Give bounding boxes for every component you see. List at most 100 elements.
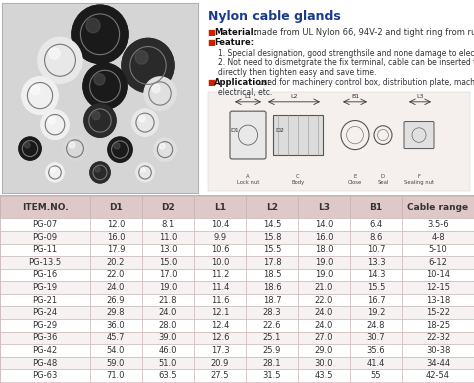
Text: directly then tighten easy and save time.: directly then tighten easy and save time… xyxy=(218,67,376,77)
Text: 46.0: 46.0 xyxy=(159,346,177,355)
Text: 27.5: 27.5 xyxy=(211,371,229,380)
Circle shape xyxy=(84,104,116,137)
Circle shape xyxy=(41,110,69,139)
Text: 10.4: 10.4 xyxy=(211,220,229,229)
Circle shape xyxy=(83,63,127,109)
Text: C
Body: C Body xyxy=(292,174,305,185)
Bar xyxy=(194,344,246,357)
Circle shape xyxy=(108,137,132,162)
Bar xyxy=(402,306,474,319)
Text: B1: B1 xyxy=(351,94,359,99)
Bar xyxy=(90,231,142,244)
Bar xyxy=(246,319,298,332)
Bar xyxy=(194,256,246,269)
Bar xyxy=(90,370,142,382)
Text: 15.5: 15.5 xyxy=(367,283,385,292)
Text: PG-13.5: PG-13.5 xyxy=(28,258,62,267)
Bar xyxy=(0,281,90,294)
Text: PG-36: PG-36 xyxy=(32,334,58,342)
Circle shape xyxy=(154,138,176,161)
Text: 10.0: 10.0 xyxy=(211,258,229,267)
Text: 39.0: 39.0 xyxy=(159,334,177,342)
Text: L1: L1 xyxy=(244,94,252,99)
Text: ■: ■ xyxy=(207,28,215,37)
Bar xyxy=(246,332,298,344)
Text: PG-48: PG-48 xyxy=(32,358,58,368)
Bar xyxy=(0,256,90,269)
Bar xyxy=(90,344,142,357)
Text: Cable range: Cable range xyxy=(408,203,469,212)
Bar xyxy=(0,269,90,281)
Circle shape xyxy=(63,136,87,161)
Bar xyxy=(90,319,142,332)
Circle shape xyxy=(63,136,87,161)
Text: 9.9: 9.9 xyxy=(213,233,227,242)
Circle shape xyxy=(95,167,100,172)
Text: 24.0: 24.0 xyxy=(315,308,333,317)
Text: 19.0: 19.0 xyxy=(315,258,333,267)
Text: 51.0: 51.0 xyxy=(159,358,177,368)
Circle shape xyxy=(94,74,105,85)
Text: 17.9: 17.9 xyxy=(107,245,125,254)
FancyBboxPatch shape xyxy=(273,115,323,155)
Text: A
Lock nut: A Lock nut xyxy=(237,174,259,185)
Bar xyxy=(298,357,350,370)
Text: PG-09: PG-09 xyxy=(32,233,57,242)
Text: 17.0: 17.0 xyxy=(159,270,177,280)
Bar xyxy=(194,244,246,256)
Text: 6-12: 6-12 xyxy=(428,258,447,267)
Bar xyxy=(298,196,350,218)
Bar xyxy=(298,256,350,269)
Text: 11.0: 11.0 xyxy=(159,233,177,242)
Bar xyxy=(142,344,194,357)
Bar xyxy=(350,344,402,357)
Bar xyxy=(350,256,402,269)
Text: B1: B1 xyxy=(369,203,383,212)
Text: 11.4: 11.4 xyxy=(211,283,229,292)
Text: 19.2: 19.2 xyxy=(367,308,385,317)
Bar xyxy=(402,231,474,244)
Bar xyxy=(350,319,402,332)
Bar xyxy=(298,344,350,357)
FancyBboxPatch shape xyxy=(404,121,434,149)
Circle shape xyxy=(41,110,69,139)
Bar xyxy=(246,269,298,281)
Bar xyxy=(142,319,194,332)
Text: 19.0: 19.0 xyxy=(159,283,177,292)
Bar xyxy=(208,92,470,191)
Bar xyxy=(298,218,350,231)
Text: E
Close: E Close xyxy=(348,174,362,185)
Text: 10-14: 10-14 xyxy=(426,270,450,280)
Circle shape xyxy=(46,163,64,182)
Text: 11.2: 11.2 xyxy=(211,270,229,280)
Bar xyxy=(298,281,350,294)
Circle shape xyxy=(114,143,120,149)
Text: ■: ■ xyxy=(207,78,215,87)
Text: 59.0: 59.0 xyxy=(107,358,125,368)
Text: 55: 55 xyxy=(371,371,381,380)
Text: 22.0: 22.0 xyxy=(107,270,125,280)
Text: PG-63: PG-63 xyxy=(32,371,58,380)
Text: 3.5-6: 3.5-6 xyxy=(427,220,449,229)
Circle shape xyxy=(140,167,145,172)
Bar xyxy=(142,370,194,382)
Text: 18.0: 18.0 xyxy=(315,245,333,254)
Circle shape xyxy=(90,162,110,183)
Text: 15.8: 15.8 xyxy=(263,233,281,242)
Bar xyxy=(0,218,90,231)
Text: Material:: Material: xyxy=(214,28,257,37)
Bar xyxy=(246,256,298,269)
Bar xyxy=(402,332,474,344)
Bar xyxy=(246,218,298,231)
Bar xyxy=(194,294,246,306)
Text: D1: D1 xyxy=(109,203,123,212)
Circle shape xyxy=(38,38,82,83)
Bar xyxy=(246,196,298,218)
Text: PG-24: PG-24 xyxy=(32,308,57,317)
Text: L2: L2 xyxy=(290,94,298,99)
Bar xyxy=(350,196,402,218)
Text: 21.0: 21.0 xyxy=(315,283,333,292)
Bar xyxy=(246,344,298,357)
Bar xyxy=(142,231,194,244)
Bar xyxy=(350,370,402,382)
